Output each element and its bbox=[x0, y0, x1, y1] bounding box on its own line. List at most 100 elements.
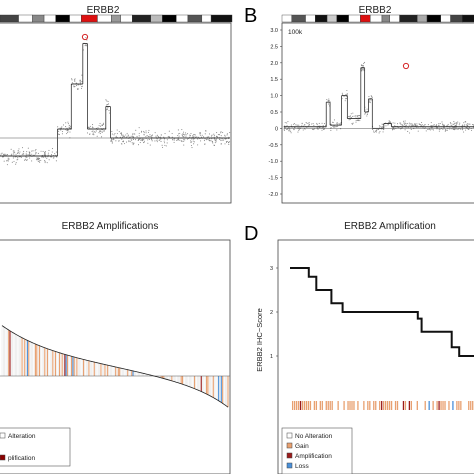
alteration-tick bbox=[327, 401, 329, 410]
data-point bbox=[181, 128, 183, 131]
data-point bbox=[182, 133, 185, 135]
panel-d-plot-frame bbox=[277, 239, 474, 474]
data-point bbox=[443, 124, 445, 126]
data-point bbox=[183, 140, 185, 142]
data-point bbox=[92, 132, 94, 134]
data-point bbox=[115, 135, 117, 137]
data-point bbox=[432, 124, 434, 127]
data-point bbox=[34, 150, 36, 152]
data-point bbox=[202, 136, 205, 138]
data-point bbox=[352, 122, 354, 124]
data-point bbox=[58, 130, 60, 132]
data-point bbox=[211, 134, 213, 136]
data-point bbox=[51, 151, 53, 153]
data-point bbox=[330, 129, 332, 132]
data-point bbox=[185, 136, 187, 138]
ideogram-band bbox=[417, 14, 428, 23]
data-point bbox=[442, 128, 444, 130]
data-point bbox=[21, 153, 23, 155]
alteration-tick bbox=[390, 401, 393, 410]
alteration-tick bbox=[301, 401, 304, 410]
data-point bbox=[113, 134, 115, 136]
data-point bbox=[37, 152, 39, 154]
data-point bbox=[173, 138, 175, 140]
ideogram-band bbox=[326, 14, 338, 23]
data-point bbox=[399, 122, 401, 124]
data-point bbox=[373, 131, 375, 133]
data-point bbox=[327, 100, 329, 102]
data-point bbox=[191, 147, 193, 149]
ideogram-band bbox=[201, 14, 212, 23]
data-point bbox=[406, 123, 408, 125]
data-point bbox=[185, 134, 187, 136]
data-point bbox=[99, 129, 101, 132]
data-point bbox=[356, 119, 358, 121]
data-point bbox=[37, 160, 39, 163]
data-point bbox=[382, 123, 384, 126]
alteration-tick bbox=[309, 401, 312, 410]
data-point bbox=[183, 136, 185, 138]
alteration-tick bbox=[291, 401, 294, 410]
data-point bbox=[127, 135, 129, 137]
data-point bbox=[50, 154, 53, 156]
y-tick-label: 0.5 bbox=[270, 110, 278, 116]
ideogram-band bbox=[381, 14, 390, 23]
alteration-tick bbox=[299, 401, 302, 410]
data-point bbox=[122, 134, 124, 136]
data-point bbox=[456, 123, 458, 125]
data-point bbox=[349, 116, 351, 118]
data-point bbox=[141, 138, 144, 140]
alteration-tick bbox=[337, 401, 339, 410]
data-point bbox=[44, 150, 46, 153]
data-point bbox=[364, 113, 366, 115]
data-point bbox=[404, 129, 406, 131]
data-point bbox=[450, 124, 452, 126]
data-point bbox=[213, 136, 215, 138]
data-point bbox=[148, 136, 150, 138]
alteration-tick bbox=[297, 401, 300, 410]
data-point bbox=[3, 154, 5, 156]
data-point bbox=[438, 130, 440, 132]
data-point bbox=[17, 152, 19, 155]
data-point bbox=[378, 132, 380, 134]
data-point bbox=[393, 125, 396, 127]
data-point bbox=[86, 132, 89, 134]
data-point bbox=[414, 123, 416, 125]
data-point bbox=[4, 153, 6, 155]
data-point bbox=[181, 134, 183, 136]
data-point bbox=[121, 143, 123, 145]
data-point bbox=[125, 134, 127, 136]
sorted-curve bbox=[1, 325, 229, 408]
alteration-tick bbox=[363, 401, 365, 410]
data-point bbox=[407, 130, 409, 132]
data-point bbox=[301, 123, 303, 125]
data-point bbox=[89, 125, 91, 127]
data-point bbox=[428, 129, 430, 131]
data-point bbox=[389, 122, 391, 124]
legend-swatch-amplification-d bbox=[286, 452, 293, 459]
alteration-tick bbox=[440, 401, 442, 410]
data-point bbox=[51, 148, 54, 150]
data-point bbox=[199, 133, 201, 135]
data-point bbox=[131, 135, 133, 137]
data-point bbox=[458, 124, 460, 126]
data-point bbox=[358, 117, 360, 119]
data-point bbox=[316, 122, 318, 124]
data-point bbox=[328, 98, 330, 100]
data-point bbox=[388, 121, 390, 123]
data-point bbox=[129, 136, 131, 138]
data-point bbox=[465, 129, 467, 131]
data-point bbox=[229, 131, 231, 134]
data-point bbox=[214, 139, 216, 141]
data-point bbox=[454, 122, 456, 124]
data-point bbox=[460, 128, 462, 130]
data-point bbox=[171, 132, 173, 135]
data-point bbox=[164, 133, 166, 135]
data-point bbox=[345, 97, 348, 100]
data-point bbox=[373, 130, 375, 132]
data-point bbox=[453, 121, 455, 123]
data-point bbox=[73, 85, 75, 87]
alteration-tick bbox=[388, 401, 391, 410]
data-point bbox=[403, 122, 405, 124]
data-point bbox=[10, 154, 12, 156]
